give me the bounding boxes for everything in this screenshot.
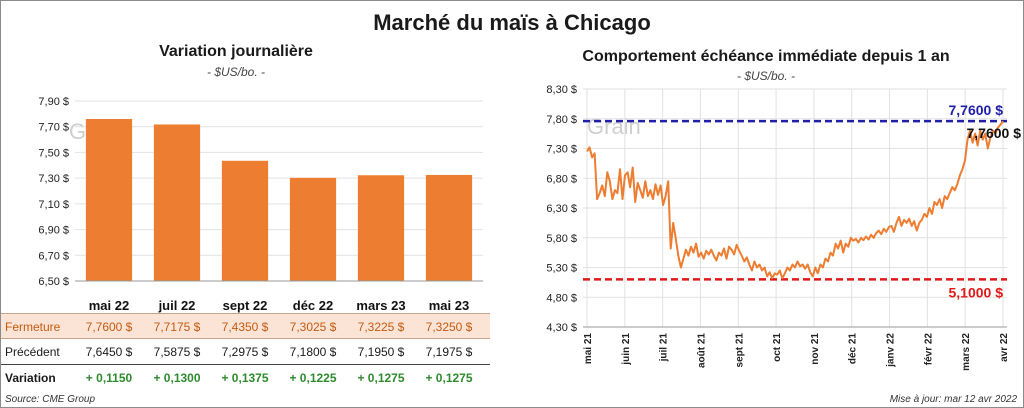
daily-chart-title: Variation journalière: [159, 43, 313, 60]
table-cell: 7,2975 $: [221, 345, 269, 359]
line-xtick-label: nov 21: [810, 333, 821, 365]
line-xtick-label: juil 21: [659, 333, 670, 363]
table-cell: 7,7175 $: [153, 320, 201, 334]
bar-2: [221, 160, 269, 281]
bar-0: [85, 119, 133, 281]
table-cell: 7,6450 $: [85, 345, 133, 359]
source-note: Source: CME Group: [5, 394, 96, 405]
bar-category-label: mai 22: [89, 298, 129, 313]
bar-category-label: mars 23: [356, 298, 405, 313]
table-cell: + 0,1375: [221, 371, 269, 385]
daily-chart-unit: - $US/bo. -: [206, 65, 266, 79]
bar-ytick-label: 6,90 $: [38, 225, 69, 237]
line-xtick-label: janv 22: [886, 333, 897, 368]
bar-1: [153, 124, 201, 281]
table-cell: 7,5875 $: [153, 345, 201, 359]
bar-category-label: mai 23: [429, 298, 469, 313]
low-reference-label: 5,1000 $: [949, 284, 1004, 300]
high-reference-label: 7,7600 $: [949, 102, 1004, 118]
watermark-right: Grain: [587, 114, 641, 139]
line-ytick-label: 6,80 $: [546, 173, 577, 185]
table-row-closing: Fermeture 7,7600 $ 7,7175 $ 7,4350 $ 7,3025 …: [1, 313, 490, 339]
line-ytick-label: 8,30 $: [546, 84, 577, 96]
table-cell: 7,4350 $: [221, 320, 269, 334]
bar-ytick-label: 7,10 $: [38, 199, 69, 211]
line-xtick-label: déc 21: [848, 333, 859, 365]
bar-category-label: déc 22: [293, 298, 333, 313]
history-line-chart: Grain 4,30 $ 4,80 $ 5,30 $ 5,80 $ 6,30 $ 6,80…: [546, 84, 1022, 371]
bar-ytick-label: 7,30 $: [38, 173, 69, 185]
bar-category-label: juil 22: [158, 298, 196, 313]
line-xtick-label: févr 22: [923, 333, 934, 366]
line-ytick-label: 5,80 $: [546, 233, 577, 245]
line-ytick-label: 7,30 $: [546, 144, 577, 156]
table-row-label: Fermeture: [5, 320, 61, 334]
line-ytick-label: 7,80 $: [546, 114, 577, 126]
line-xtick-label: mai 21: [583, 333, 594, 365]
table-cell: 7,3025 $: [289, 320, 337, 334]
bar-ytick-label: 7,50 $: [38, 147, 69, 159]
main-title: Marché du maïs à Chicago: [373, 10, 651, 35]
line-ytick-label: 5,30 $: [546, 263, 577, 275]
line-xtick-label: août 21: [696, 333, 707, 368]
bar-ytick-label: 6,50 $: [38, 276, 69, 288]
table-row-label: Variation: [5, 371, 56, 385]
table-cell: 7,7600 $: [85, 320, 133, 334]
table-cell: 7,1975 $: [425, 345, 473, 359]
bar-category-label: sept 22: [223, 298, 268, 313]
bar-ytick-label: 6,70 $: [38, 250, 69, 262]
line-ytick-label: 6,30 $: [546, 203, 577, 215]
line-ytick-label: 4,80 $: [546, 292, 577, 304]
update-note: Mise à jour: mar 12 avr 2022: [889, 394, 1017, 405]
table-cell: + 0,1150: [85, 371, 133, 385]
bar-5: [425, 174, 473, 281]
line-ytick-label: 4,30 $: [546, 322, 577, 334]
table-cell: + 0,1225: [289, 371, 337, 385]
bar-4: [357, 175, 405, 281]
table-row-previous: Précédent 7,6450 $ 7,5875 $ 7,2975 $ 7,1800 …: [1, 339, 490, 365]
daily-table: Fermeture 7,7600 $ 7,7175 $ 7,4350 $ 7,3025 …: [1, 313, 490, 391]
table-row-label: Précédent: [5, 345, 60, 359]
daily-bar-chart: Grain 6,50 $6,70 $6,90 $7,10 $7,30 $7,50…: [38, 96, 483, 313]
line-xtick-label: mars 22: [961, 333, 972, 371]
line-xtick-label: avr 22: [999, 333, 1010, 362]
last-value-label: 7,7600 $: [967, 125, 1022, 141]
table-cell: + 0,1300: [153, 371, 201, 385]
table-cell: 7,1800 $: [289, 345, 337, 359]
line-xtick-label: juin 21: [621, 333, 632, 366]
table-cell: 7,3225 $: [357, 320, 405, 334]
history-chart-unit: - $US/bo. -: [736, 69, 796, 83]
price-series-line: [586, 120, 1004, 280]
table-cell: + 0,1275: [425, 371, 473, 385]
table-row-variation: Variation + 0,1150 + 0,1300 + 0,1375 + 0,122…: [1, 365, 490, 391]
line-xtick-label: sept 21: [734, 333, 745, 368]
line-xtick-label: oct 21: [772, 333, 783, 362]
bar-3: [289, 177, 337, 281]
table-cell: + 0,1275: [357, 371, 405, 385]
bar-ytick-label: 7,90 $: [38, 96, 69, 108]
table-cell: 7,3250 $: [425, 320, 473, 334]
table-cell: 7,1950 $: [357, 345, 405, 359]
history-chart-title: Comportement échéance immédiate depuis 1…: [582, 48, 950, 65]
bar-ytick-label: 7,70 $: [38, 122, 69, 134]
